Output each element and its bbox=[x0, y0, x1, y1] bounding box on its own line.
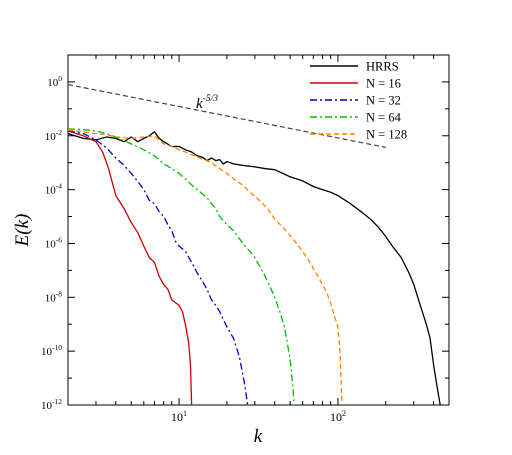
x-axis-label: k bbox=[254, 426, 263, 447]
x-tick-label: 101 bbox=[171, 409, 187, 424]
series-line bbox=[68, 129, 343, 405]
reference-line bbox=[67, 83, 386, 148]
y-axis-label: E(k) bbox=[12, 214, 33, 248]
y-tick-label: 10-2 bbox=[45, 128, 62, 143]
y-tick-label: 10-6 bbox=[45, 235, 62, 250]
y-tick-label: 10-12 bbox=[41, 397, 62, 412]
reference-layer: k-5/3 bbox=[67, 83, 386, 148]
y-tick-label: 10-8 bbox=[45, 289, 62, 304]
y-tick-label: 100 bbox=[47, 74, 62, 89]
x-tick-label: 102 bbox=[330, 409, 346, 424]
reference-label: k-5/3 bbox=[196, 94, 218, 112]
y-tick-label: 10-4 bbox=[45, 182, 62, 197]
legend-label: N = 32 bbox=[366, 94, 401, 108]
series-layer bbox=[68, 128, 441, 405]
axis-ticks bbox=[67, 54, 450, 406]
series-line bbox=[68, 130, 249, 405]
series-line bbox=[68, 131, 441, 405]
legend-label: N = 16 bbox=[366, 77, 401, 91]
y-tick-label: 10-10 bbox=[41, 343, 62, 358]
series-line bbox=[68, 130, 193, 405]
legend-label: N = 128 bbox=[366, 128, 407, 142]
axis-tick-labels: 101 102 100 10-2 10-4 10-6 10-8 10-10 10-12 bbox=[41, 74, 346, 424]
legend-label: N = 64 bbox=[366, 111, 402, 125]
legend: HRRS N = 16 N = 32 N = 64 N = 128 bbox=[310, 60, 407, 142]
series-line bbox=[68, 128, 295, 405]
plot-frame bbox=[67, 54, 450, 406]
legend-label: HRRS bbox=[366, 60, 399, 74]
